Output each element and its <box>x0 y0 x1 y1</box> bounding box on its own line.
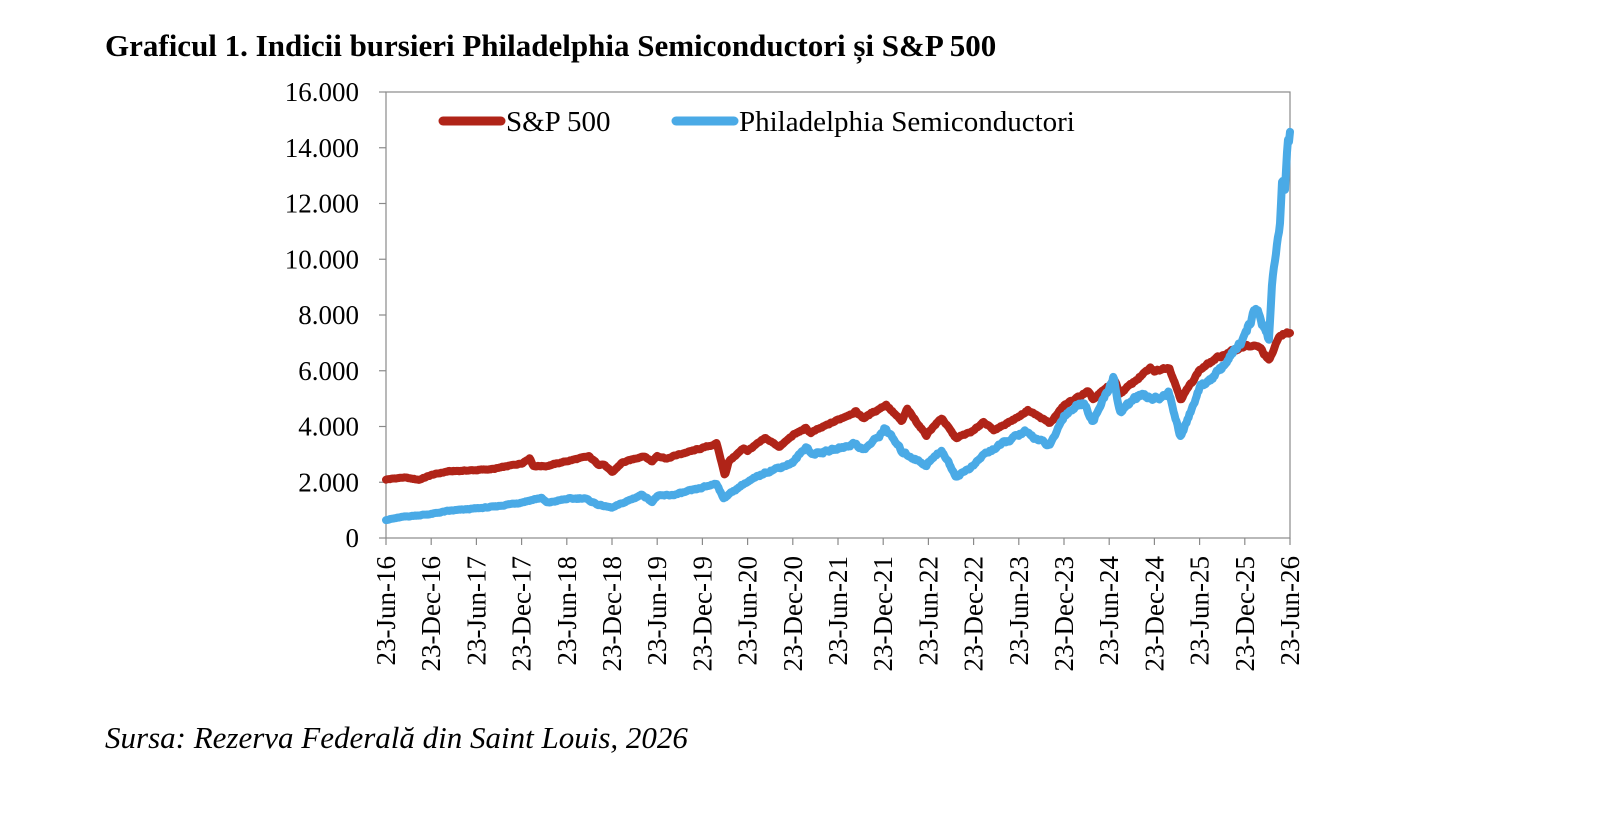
y-tick-label: 10.000 <box>285 244 359 274</box>
x-tick-label: 23-Jun-21 <box>823 556 853 666</box>
x-tick-label: 23-Dec-16 <box>416 556 446 671</box>
x-tick-label: 23-Dec-18 <box>597 556 627 671</box>
y-tick-label: 14.000 <box>285 133 359 163</box>
x-tick-label: 23-Jun-22 <box>913 556 943 666</box>
legend-item-philadelphia-semiconductori: Philadelphia Semiconductori <box>671 106 1075 138</box>
x-tick-label: 23-Jun-17 <box>461 556 491 666</box>
x-tick-label: 23-Jun-23 <box>1004 556 1034 666</box>
x-tick-label: 23-Dec-22 <box>959 556 989 671</box>
legend-label: S&P 500 <box>506 106 611 138</box>
x-axis: 23-Jun-16 23-Dec-16 23-Jun-17 23-Dec-17 23-J… <box>371 538 1305 671</box>
y-tick-label: 6.000 <box>298 356 359 386</box>
x-tick-label: 23-Dec-21 <box>868 556 898 671</box>
x-tick-label: 23-Dec-17 <box>507 556 537 671</box>
x-tick-label: 23-Jun-25 <box>1185 556 1215 666</box>
x-tick-label: 23-Dec-23 <box>1049 556 1079 671</box>
y-axis: 0 2.000 4.000 6.000 8.000 10.000 12.000 14.000 1… <box>285 77 1291 553</box>
x-tick-label: 23-Jun-26 <box>1275 556 1305 666</box>
legend: S&P 500 Philadelphia Semiconductori <box>438 106 1075 138</box>
x-tick-label: 23-Dec-24 <box>1139 556 1169 672</box>
series-line-philadelphia-semiconductori <box>382 127 1294 525</box>
x-tick-label: 23-Dec-20 <box>778 556 808 671</box>
y-tick-label: 8.000 <box>298 300 359 330</box>
y-tick-label: 2.000 <box>298 467 359 497</box>
y-tick-label: 4.000 <box>298 412 359 442</box>
legend-item-sp500: S&P 500 <box>438 106 611 138</box>
chart-title: Graficul 1. Indicii bursieri Philadelphi… <box>105 28 997 63</box>
x-tick-label: 23-Dec-25 <box>1230 556 1260 671</box>
series-line-sp500 <box>382 328 1294 484</box>
source-note: Sursa: Rezerva Federală din Saint Louis,… <box>105 720 688 755</box>
x-tick-label: 23-Jun-16 <box>371 556 401 666</box>
plot-frame <box>385 91 1291 539</box>
x-tick-label: 23-Jun-20 <box>733 556 763 666</box>
legend-label: Philadelphia Semiconductori <box>739 106 1075 138</box>
y-tick-label: 12.000 <box>285 189 359 219</box>
y-tick-label: 16.000 <box>285 77 359 107</box>
series-layer <box>382 127 1294 525</box>
y-tick-label: 0 <box>346 523 360 553</box>
x-tick-label: 23-Dec-19 <box>687 556 717 671</box>
x-tick-label: 23-Jun-18 <box>552 556 582 666</box>
x-tick-label: 23-Jun-24 <box>1094 556 1124 666</box>
x-tick-label: 23-Jun-19 <box>642 556 672 666</box>
